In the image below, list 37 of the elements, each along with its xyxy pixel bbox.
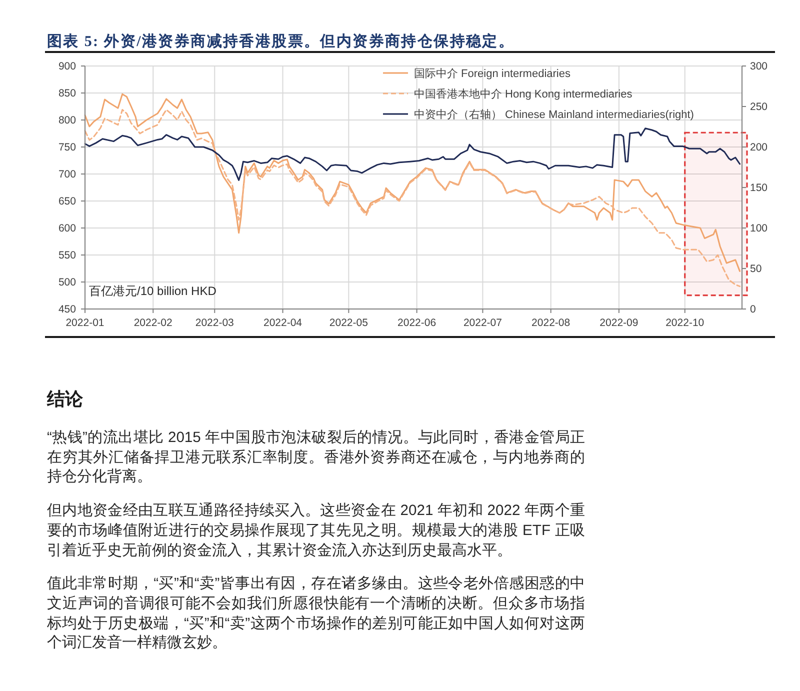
x-tick-label: 2022-09 bbox=[600, 317, 638, 329]
x-tick-label: 2022-07 bbox=[463, 317, 502, 329]
legend-label: 中国香港本地中介 Hong Kong intermediaries bbox=[414, 87, 633, 100]
y2-tick-label: 250 bbox=[750, 101, 768, 114]
y2-tick-label: 0 bbox=[750, 304, 756, 316]
legend-label: 中资中介（右轴） Chinese Mainland intermediaries(right) bbox=[414, 108, 694, 121]
y2-tick-label: 100 bbox=[750, 222, 768, 235]
y-tick-label: 500 bbox=[58, 276, 76, 289]
text: “热钱”的流出堪比 2015 年中国股市泡沫破裂后的情况。与此同时，香港金管局正在穷其外汇储备捍卫港元联系汇率制度。香港外资券商还在减仓，与内地券商的持仓分化背离。 bbox=[47, 429, 585, 488]
text: 但内地资金经由互联互通路径持续买入。这些资金在 2021 年初和 2022 年两个重要的市场峰值附近进行的交易操作展现了其先见之明。规模最大的港股 ETF 正吸引着近乎史无前例的资金流入，其累计资金流入亦达到历史最高水平。 bbox=[47, 502, 585, 561]
x-tick-label: 2022-02 bbox=[134, 317, 173, 329]
y2-tick-label: 200 bbox=[750, 142, 768, 154]
y2-tick-label: 50 bbox=[750, 263, 762, 276]
chart-title: 图表 5: 外资/港资券商减持香港股票。但内资券商持仓保持稳定。 bbox=[47, 32, 515, 50]
text: 结论 bbox=[46, 389, 84, 409]
y-tick-label: 700 bbox=[58, 168, 76, 181]
y-tick-label: 900 bbox=[58, 60, 76, 73]
y-tick-label: 600 bbox=[58, 222, 76, 235]
x-tick-label: 2022-06 bbox=[398, 317, 436, 329]
y-tick-label: 550 bbox=[58, 250, 76, 262]
x-tick-label: 2022-03 bbox=[195, 317, 234, 329]
x-tick-label: 2022-01 bbox=[66, 317, 104, 329]
x-tick-label: 2022-04 bbox=[263, 317, 302, 329]
y-tick-label: 450 bbox=[58, 304, 76, 316]
y2-tick-label: 150 bbox=[750, 182, 768, 194]
y-tick-label: 800 bbox=[58, 114, 76, 127]
y2-tick-label: 300 bbox=[750, 60, 768, 73]
x-tick-label: 2022-10 bbox=[666, 317, 704, 329]
y-tick-label: 650 bbox=[58, 196, 76, 208]
y-tick-label: 750 bbox=[58, 142, 76, 154]
y-axis-title: 百亿港元/10 billion HKD bbox=[89, 284, 217, 298]
line-series bbox=[84, 128, 741, 181]
text: 值此非常时期，“买”和“卖”皆事出有因，存在诸多缘由。这些令老外倍感困惑的中文近声词的音调很可能不会如我们所愿很快能有一个清晰的决断。但众多市场指标均处于历史极端，“买”和“卖”这两个市场操作的差别可能正如中国人如何对这两个词汇发音一样精微玄妙。 bbox=[47, 575, 585, 654]
y-tick-label: 850 bbox=[58, 88, 76, 100]
x-tick-label: 2022-08 bbox=[532, 317, 570, 329]
legend-label: 国际中介 Foreign intermediaries bbox=[414, 66, 571, 80]
x-tick-label: 2022-05 bbox=[329, 317, 368, 329]
